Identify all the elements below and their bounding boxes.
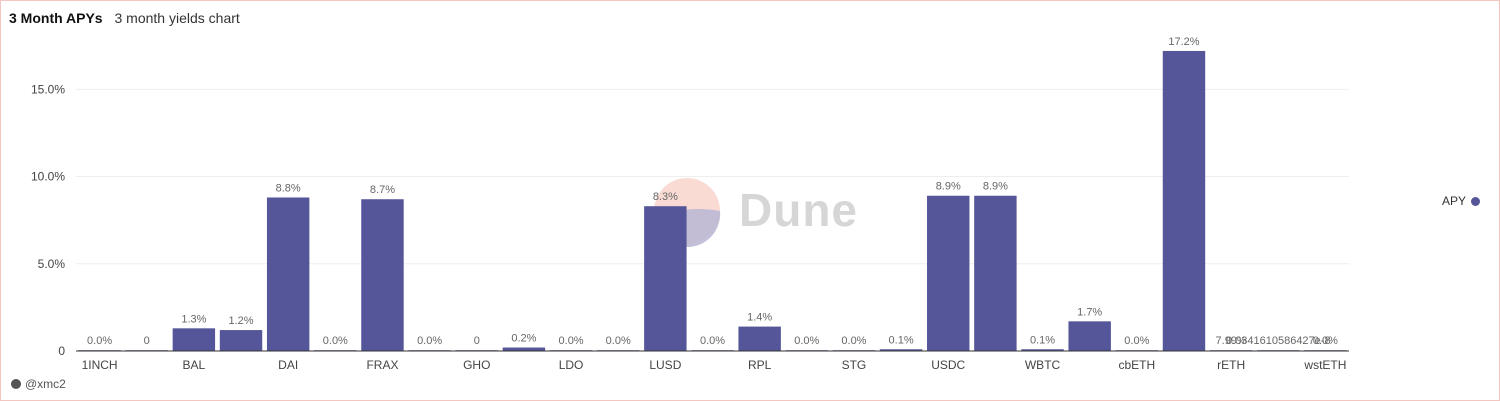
x-tick-label: WBTC <box>1025 358 1061 372</box>
bar[interactable] <box>738 326 781 351</box>
chart-subtitle: 3 month yields chart <box>114 10 240 26</box>
data-label: 0.0% <box>1124 335 1149 347</box>
data-label: 0.0% <box>794 335 819 347</box>
chart-title: 3 Month APYs <box>9 10 103 26</box>
x-tick-label: LUSD <box>649 358 681 372</box>
data-label: 0.1% <box>889 334 914 346</box>
data-label: 8.7% <box>370 184 395 196</box>
data-label: 0.1% <box>1030 334 1055 346</box>
data-label: 7.99% <box>1216 335 1247 347</box>
bars <box>78 50 1347 351</box>
bar[interactable] <box>1162 50 1206 351</box>
x-tick-label: wstETH <box>1303 358 1346 372</box>
y-tick-label: 5.0% <box>38 257 66 271</box>
bar[interactable] <box>172 328 216 351</box>
x-tick-label: 1INCH <box>82 358 118 372</box>
data-label: 0.0% <box>417 335 442 347</box>
data-label: 0.0% <box>87 335 112 347</box>
author-avatar-icon <box>11 379 21 389</box>
bar[interactable] <box>927 195 970 351</box>
data-label: 8.3% <box>653 191 678 203</box>
data-label: 0.0% <box>700 335 725 347</box>
bar[interactable] <box>1068 321 1111 351</box>
data-label: 0.0% <box>1313 335 1338 347</box>
data-label: 0.2% <box>511 333 536 345</box>
y-tick-label: 0 <box>58 344 65 358</box>
footer: @xmc2 <box>11 377 66 391</box>
x-tick-label: cbETH <box>1118 358 1155 372</box>
data-label: 1.7% <box>1077 306 1102 318</box>
data-label: 8.9% <box>983 181 1008 193</box>
bar[interactable] <box>974 195 1017 351</box>
data-label: 1.2% <box>228 315 253 327</box>
legend[interactable]: APY <box>1442 194 1481 208</box>
data-label: 0.0% <box>606 335 631 347</box>
data-label: 1.3% <box>181 313 206 325</box>
bar[interactable] <box>502 347 546 351</box>
chart-header: 3 Month APYs 3 month yields chart <box>9 10 240 26</box>
data-labels: 0.0% 01.3% 1.2%8.8%0.0%8.7%0.0% 0 0.2% 0.0% 0.… <box>87 36 1338 347</box>
x-axis-ticks: 1INCH BAL DAI FRAX GHO LDO LUSD RPL STG USDC WBTC c… <box>82 358 1347 372</box>
x-tick-label: DAI <box>278 358 298 372</box>
data-label: 8.9% <box>936 181 961 193</box>
data-label: 0.0341610586427e-8 <box>1226 335 1331 347</box>
bar[interactable] <box>219 330 263 351</box>
data-label: 0.0% <box>841 335 866 347</box>
y-tick-label: 10.0% <box>31 170 65 184</box>
y-axis-ticks: 0 5.0% 10.0% 15.0% <box>31 82 65 358</box>
x-tick-label: RPL <box>748 358 772 372</box>
x-tick-label: LDO <box>559 358 584 372</box>
data-label: 0 <box>474 335 480 347</box>
author-handle[interactable]: @xmc2 <box>25 377 66 391</box>
y-tick-label: 15.0% <box>31 82 65 96</box>
bar[interactable] <box>361 199 404 351</box>
x-tick-label: BAL <box>183 358 206 372</box>
data-label: 0.0% <box>559 335 584 347</box>
bar[interactable] <box>644 206 687 351</box>
data-label: 8.8% <box>276 182 301 194</box>
legend-label: APY <box>1442 194 1467 208</box>
legend-swatch <box>1471 196 1481 206</box>
data-label: 1.4% <box>747 312 772 324</box>
bar-chart: 0.0% 01.3% 1.2%8.8%0.0%8.7%0.0% 0 0.2% 0.0% 0.… <box>31 36 1349 372</box>
data-label: 17.2% <box>1168 36 1199 48</box>
x-tick-label: STG <box>842 358 867 372</box>
x-tick-label: GHO <box>463 358 490 372</box>
x-tick-label: USDC <box>931 358 965 372</box>
bar[interactable] <box>1021 349 1064 351</box>
data-label: 0 <box>144 335 150 347</box>
data-label: 0.0% <box>323 335 348 347</box>
x-tick-label: rETH <box>1217 358 1245 372</box>
bar[interactable] <box>879 349 923 351</box>
bar[interactable] <box>266 197 310 351</box>
x-tick-label: FRAX <box>366 358 398 372</box>
